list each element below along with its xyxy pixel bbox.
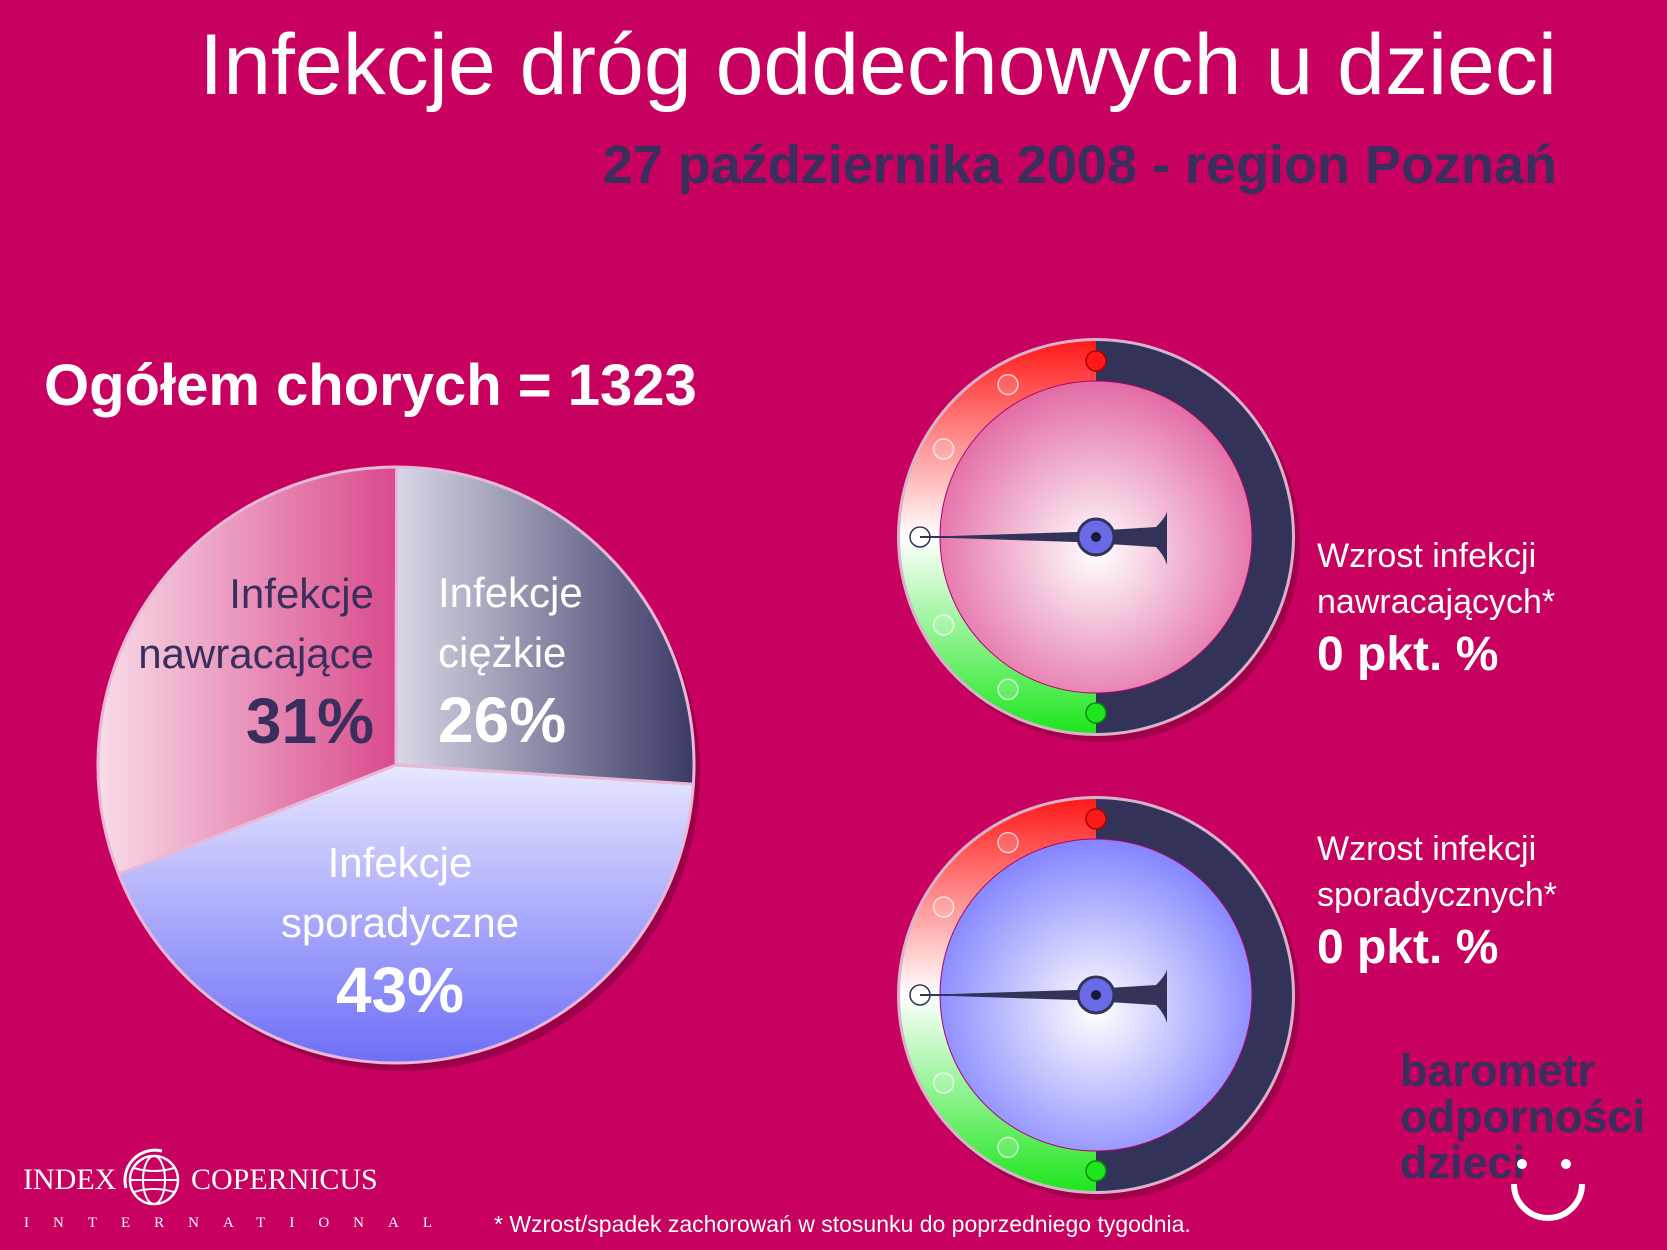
gauge-label-recurrent: Wzrost infekcji nawracających* 0 pkt. % bbox=[1317, 533, 1555, 683]
pie-value-severe: 26% bbox=[438, 684, 566, 756]
brand-line2: odporności bbox=[1400, 1091, 1645, 1142]
gauge-label-recurrent-line2: nawracających* bbox=[1317, 583, 1556, 621]
pie-slice-severe bbox=[394, 465, 696, 786]
pie-value-sporadic: 43% bbox=[336, 954, 464, 1026]
brand-line1: barometr bbox=[1400, 1045, 1596, 1096]
logo-copernicus-text: COPERNICUS bbox=[191, 1163, 378, 1196]
footnote: * Wzrost/spadek zachorowań w stosunku do… bbox=[494, 1211, 1191, 1237]
pie-label-severe-line1: Infekcje bbox=[438, 569, 583, 616]
pie-slice-recurrent bbox=[96, 465, 399, 877]
pie-label-recurrent-line2: nawracające bbox=[138, 630, 374, 677]
globe-logo-icon bbox=[123, 1148, 180, 1206]
gauge-label-sporadic-line1: Wzrost infekcji bbox=[1317, 830, 1537, 868]
pie-label-recurrent-line1: Infekcje bbox=[229, 570, 374, 617]
gauge-label-sporadic-line2: sporadycznych* bbox=[1317, 876, 1558, 914]
gauge-label-sporadic: Wzrost infekcji sporadycznych* 0 pkt. % bbox=[1317, 826, 1557, 976]
gauge-recurrent bbox=[897, 338, 1300, 742]
gauge-value-sporadic: 0 pkt. % bbox=[1317, 921, 1499, 974]
smiley-icon bbox=[1511, 1159, 1585, 1221]
logo-index-text: INDEX bbox=[23, 1163, 117, 1196]
brand-logo: barometr odporności dzieci bbox=[1400, 1048, 1645, 1186]
pie-label-severe-line2: ciężkie bbox=[438, 629, 566, 676]
gauge-label-recurrent-line1: Wzrost infekcji bbox=[1317, 537, 1537, 575]
logo-international-text: INTERNATIONAL bbox=[24, 1215, 456, 1231]
brand-line3: dzieci bbox=[1400, 1137, 1526, 1188]
pie-label-sporadic-line1: Infekcje bbox=[328, 839, 473, 886]
page-title: Infekcje dróg oddechowych u dzieci bbox=[199, 17, 1557, 113]
pie-slice-sporadic bbox=[116, 763, 695, 1065]
gauge-value-recurrent: 0 pkt. % bbox=[1317, 628, 1499, 681]
pie-value-recurrent: 31% bbox=[246, 685, 374, 757]
pie-label-sporadic-line2: sporadyczne bbox=[281, 899, 519, 946]
gauge-sporadic bbox=[897, 796, 1300, 1200]
total-patients: Ogółem chorych = 1323 bbox=[44, 353, 697, 418]
page-subtitle: 27 października 2008 - region Poznań bbox=[602, 135, 1557, 195]
